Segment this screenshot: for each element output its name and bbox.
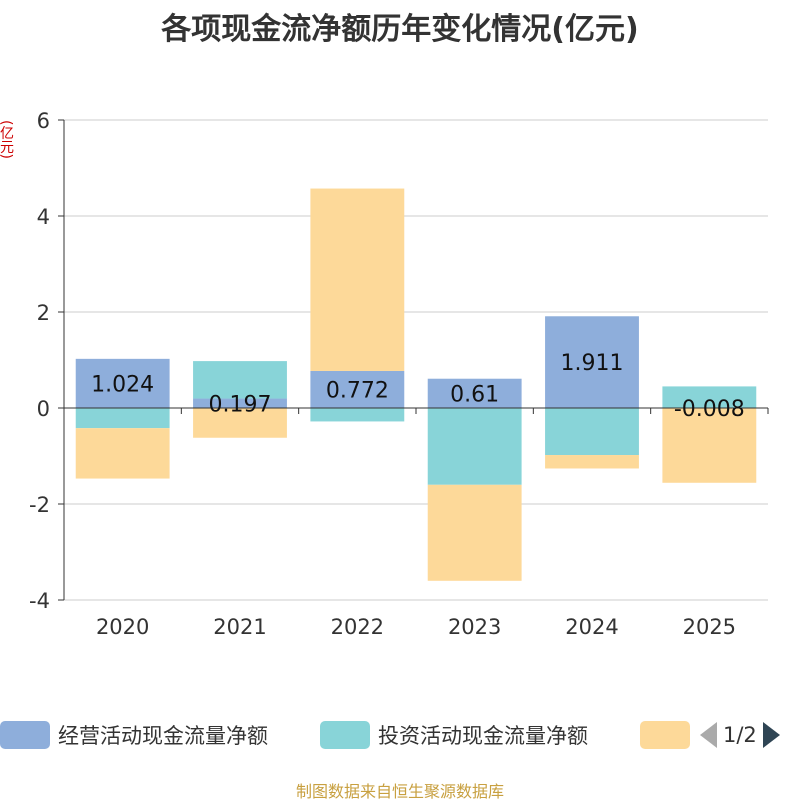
y-tick-label: -2: [29, 493, 50, 517]
y-tick-label: 6: [37, 109, 50, 133]
data-label: 1.911: [561, 351, 624, 376]
x-tick-label: 2024: [565, 615, 618, 639]
x-tick-label: 2022: [331, 615, 384, 639]
data-label: 0.772: [326, 378, 389, 403]
data-source-note: 制图数据来自恒生聚源数据库: [0, 778, 800, 802]
data-label: 1.024: [91, 372, 154, 397]
x-tick-label: 2023: [448, 615, 501, 639]
bar-investing: [310, 408, 404, 421]
legend: 经营活动现金流量净额 投资活动现金流量净额 1/2: [0, 715, 800, 755]
bar-investing: [428, 408, 522, 485]
bar-investing: [76, 408, 170, 428]
data-label: 0.61: [450, 382, 499, 407]
legend-label-investing: 投资活动现金流量净额: [378, 720, 588, 750]
legend-item-investing[interactable]: 投资活动现金流量净额: [320, 715, 588, 755]
legend-prev-page-icon[interactable]: [700, 722, 717, 748]
y-tick-label: 2: [37, 301, 50, 325]
x-tick-label: 2020: [96, 615, 149, 639]
legend-item-operating[interactable]: 经营活动现金流量净额: [0, 715, 268, 755]
bar-chart: 6 4 2 0 -2 -4 2020 2021 2022 2023 2024 2025 1.024 0.1…: [0, 0, 800, 700]
bar-financing: [545, 455, 639, 468]
x-tick-label: 2021: [213, 615, 266, 639]
x-tick-label: 2025: [683, 615, 736, 639]
legend-item-financing[interactable]: [640, 715, 698, 755]
legend-page-indicator: 1/2: [723, 723, 757, 747]
legend-pager: 1/2: [700, 715, 780, 755]
data-label: -0.008: [674, 397, 745, 422]
y-tick-label: 4: [37, 205, 50, 229]
data-label: 0.197: [209, 392, 272, 417]
legend-swatch-financing: [640, 721, 690, 749]
legend-swatch-investing: [320, 721, 370, 749]
bar-financing: [310, 189, 404, 371]
bar-investing: [545, 408, 639, 455]
y-tick-label: -4: [29, 589, 50, 613]
bar-financing: [428, 485, 522, 581]
legend-swatch-operating: [0, 721, 50, 749]
legend-label-operating: 经营活动现金流量净额: [58, 720, 268, 750]
y-tick-label: 0: [37, 397, 50, 421]
bar-financing: [76, 428, 170, 478]
legend-next-page-icon[interactable]: [763, 722, 780, 748]
